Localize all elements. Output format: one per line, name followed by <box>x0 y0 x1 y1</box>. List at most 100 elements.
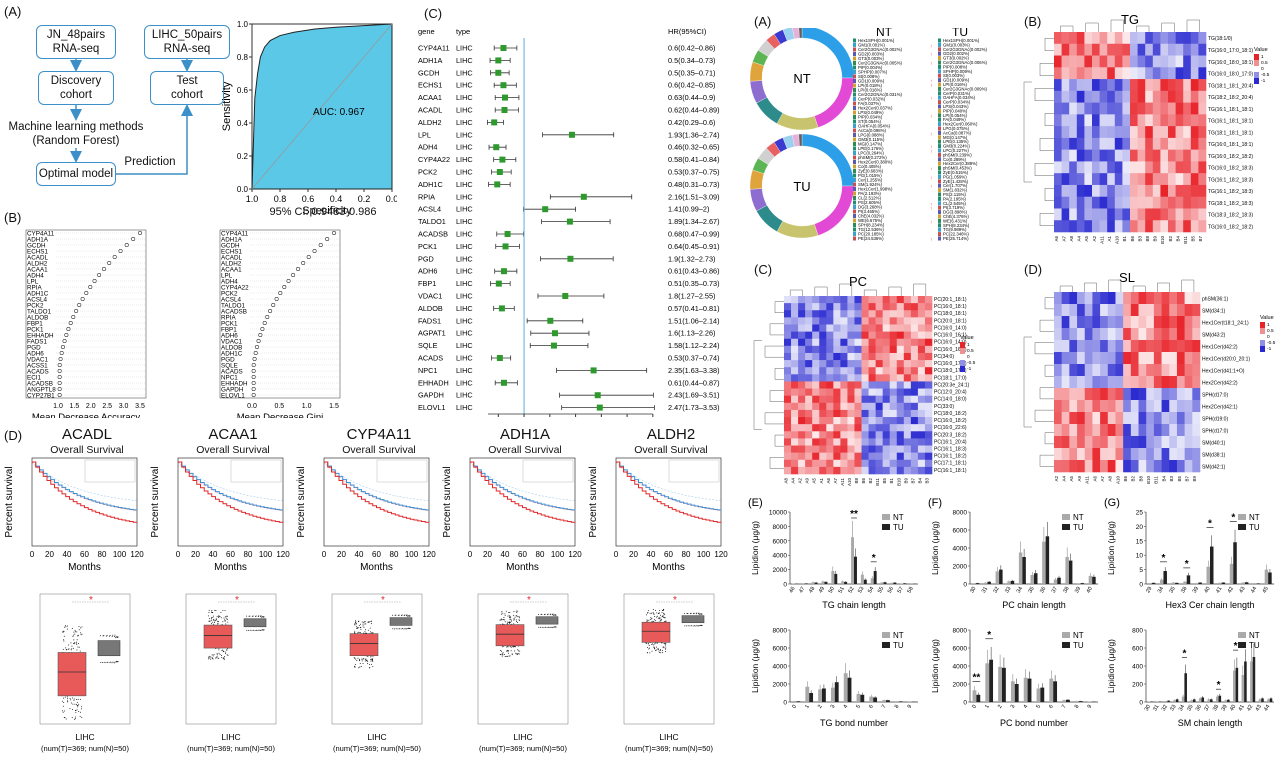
box-dot-t <box>517 616 518 617</box>
heatC-cell <box>911 431 918 438</box>
heatD-cell <box>1108 364 1116 376</box>
heatB-cell <box>1153 208 1161 220</box>
bar-tu <box>1253 657 1256 702</box>
box-dot-t <box>80 627 81 628</box>
km-xtick: 100 <box>551 550 565 559</box>
heatC-cell <box>840 317 847 324</box>
forest-type: LIHC <box>456 391 473 400</box>
heatB-cell <box>1054 138 1062 150</box>
heatC-cell <box>840 353 847 360</box>
heatB-cell <box>1138 208 1146 220</box>
heatC-cell <box>883 360 890 367</box>
heatD-cell <box>1108 412 1116 424</box>
forest-type: LIHC <box>456 341 473 350</box>
heatC-cell <box>862 360 869 367</box>
heatD-cell <box>1146 292 1154 304</box>
nt-list-swatch <box>853 151 856 155</box>
heatB-legend-swatch <box>1254 72 1259 78</box>
forest-type: LIHC <box>456 93 473 102</box>
bar-ytick-label: 800 <box>1132 628 1143 635</box>
heatD-cell <box>1131 424 1139 436</box>
box-dot-t <box>208 657 209 658</box>
heatC-cell <box>791 453 798 460</box>
heatB-cell <box>1176 114 1184 126</box>
bar-xtick-label: 9 <box>1087 704 1094 710</box>
roc-xtick-label: 1.0 <box>246 194 259 204</box>
heatC-cell <box>925 303 932 310</box>
bar-xtick-label: 8 <box>894 704 901 710</box>
heatC-cell <box>904 296 911 303</box>
box-dot-n <box>114 636 115 637</box>
box-dot-t <box>71 648 72 649</box>
tu-list-swatch <box>938 87 941 91</box>
heatD-cell <box>1062 460 1070 472</box>
box-sub: (num(T)=369; num(N)=50) <box>625 744 713 753</box>
heatC-cell <box>925 431 932 438</box>
heatC-cell <box>798 410 805 417</box>
bar-nt <box>890 583 893 584</box>
heatC-cell <box>812 467 819 474</box>
heatC-cell <box>805 374 812 381</box>
heatB-row-label: TG(16:1_18:2_18:3) <box>1208 189 1253 195</box>
forest-type: LIHC <box>456 366 473 375</box>
heatD-cell <box>1062 424 1070 436</box>
heatC-cell <box>812 389 819 396</box>
heatD-cell <box>1185 424 1193 436</box>
box-dot-t <box>225 623 226 624</box>
heatC-cell <box>819 467 826 474</box>
gini-point <box>266 315 269 318</box>
forest-hr: 2.16(1.51–3.09) <box>668 192 720 201</box>
tu-change-arrow: ↑ <box>930 52 933 58</box>
heatD-cell <box>1162 340 1170 352</box>
box-dot-t <box>370 659 371 660</box>
heatC-cell <box>869 460 876 467</box>
forest-hr: 0.6(0.42–0.85) <box>668 81 715 90</box>
heatB-cell <box>1100 56 1108 68</box>
heatD-cell <box>1077 376 1085 388</box>
bar-xlabel: Hex3 Cer chain length <box>1165 600 1254 610</box>
bar-tu <box>999 570 1002 584</box>
heatB-cell <box>1176 126 1184 138</box>
gini-point <box>252 363 255 366</box>
tu-change-arrow: ↑ <box>930 83 933 89</box>
heatD-cell <box>1192 400 1200 412</box>
heatB-cell <box>1191 44 1199 56</box>
heatC-cell <box>890 346 897 353</box>
heatC-cell <box>883 467 890 474</box>
box-dot-n <box>117 637 118 638</box>
box-dot-t <box>372 666 373 667</box>
heatC-cell <box>897 403 904 410</box>
heatC-cell <box>876 410 883 417</box>
box-dot-t <box>360 629 361 630</box>
box-dot-t <box>658 618 659 619</box>
box-dot-t <box>217 654 218 655</box>
tu-list-item: PE(25.714%) <box>943 236 969 241</box>
bar-tu <box>1081 583 1084 584</box>
heatC-cell <box>826 360 833 367</box>
heatB-cell <box>1054 173 1062 185</box>
heatC-cell <box>847 410 854 417</box>
bar-xtick-label: 31 <box>1152 704 1160 712</box>
heatC-cell <box>904 417 911 424</box>
heatC-cell <box>798 296 805 303</box>
heatB-cell <box>1092 32 1100 44</box>
heatC-cell <box>911 381 918 388</box>
heatD-cell <box>1185 340 1193 352</box>
heatB-cell <box>1100 197 1108 209</box>
heatB-cell <box>1145 220 1153 232</box>
heatC-cell <box>925 424 932 431</box>
heatC-cell <box>883 303 890 310</box>
heatD-cell <box>1100 448 1108 460</box>
acc-point <box>58 387 61 390</box>
heatD-cell <box>1108 448 1116 460</box>
heatD-cell <box>1154 352 1162 364</box>
heatC-cell <box>812 417 819 424</box>
heatC-cell <box>876 396 883 403</box>
heatB-cell <box>1069 220 1077 232</box>
heatD-cell <box>1131 400 1139 412</box>
heatC-cell <box>904 460 911 467</box>
box-dot-t <box>227 655 228 656</box>
heatC-cell <box>840 310 847 317</box>
heatB-cell <box>1168 220 1176 232</box>
